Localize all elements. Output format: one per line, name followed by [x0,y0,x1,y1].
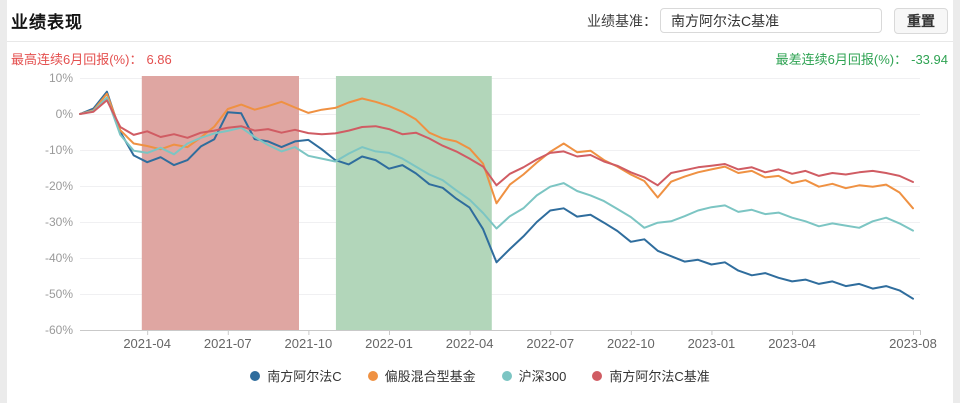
benchmark-label: 业绩基准： [587,12,657,29]
series-line-benchmark-nanfang-alpha-c [79,99,914,187]
x-axis-label: 2023-01 [688,336,736,351]
x-axis-label: 2023-04 [768,336,816,351]
legend-item-csi300[interactable]: 沪深300 [501,366,567,385]
y-axis-label: -10% [45,143,73,157]
highlight-red-band [141,76,299,330]
page-title: 业绩表现 [11,13,83,32]
best-6m-return-label: 最高连续6月回报(%)： [11,51,143,67]
y-axis-label: -50% [45,287,73,301]
legend-label: 南方阿尔法C [267,369,342,384]
worst-6m-return-value: -33.94 [911,51,948,67]
x-axis-label: 2022-10 [607,336,655,351]
legend-dot-benchmark-nanfang-alpha-c [592,370,603,381]
x-axis-label: 2021-10 [285,336,333,351]
chart-legend: 南方阿尔法C 偏股混合型基金 沪深300 南方阿尔法C基准 [7,366,953,385]
performance-panel: 业绩表现 业绩基准： 重置 最高连续6月回报(%)：6.86 最差连续6月回报(… [7,0,953,403]
y-axis-label: -30% [45,215,73,229]
y-axis-label: -20% [45,179,73,193]
worst-6m-return: 最差连续6月回报(%)： -33.94 [776,49,948,68]
y-axis-label: 10% [49,71,73,85]
x-axis-label: 2022-04 [446,336,494,351]
y-axis-label: 0% [56,107,74,121]
x-axis-label: 2022-01 [365,336,413,351]
x-axis-label: 2022-07 [526,336,574,351]
panel-header: 业绩表现 业绩基准： 重置 [7,0,953,42]
x-axis-label: 2021-07 [204,336,252,351]
series-line-hybrid-equity-fund-index [79,92,914,210]
series-line-csi300 [79,96,914,232]
legend-label: 沪深300 [518,369,567,384]
highlight-green-band [335,76,492,330]
legend-item-benchmark-nanfang-alpha-c[interactable]: 南方阿尔法C基准 [592,366,710,385]
legend-dot-nanfang-alpha-c [250,370,261,381]
best-6m-return-value: 6.86 [146,51,172,67]
legend-item-nanfang-alpha-c[interactable]: 南方阿尔法C [250,366,342,385]
legend-dot-csi300 [501,370,512,381]
y-axis-label: -40% [45,251,73,265]
worst-6m-return-label: 最差连续6月回报(%)： [775,51,908,67]
legend-label: 偏股混合型基金 [384,369,476,384]
benchmark-input[interactable] [660,8,882,33]
performance-chart[interactable]: 10% 0% -10% -20% -30% -40% -50% -60% 2021-04 2021… [7,67,953,361]
reset-button[interactable]: 重置 [894,7,948,34]
legend-item-hybrid-equity-fund-index[interactable]: 偏股混合型基金 [367,366,476,385]
return-stats-row: 最高连续6月回报(%)： 6.86 最差连续6月回报(%)： -33.94 [7,49,953,67]
best-6m-return: 最高连续6月回报(%)： 6.86 [11,49,172,68]
x-axis-label: 2021-04 [123,336,171,351]
legend-label: 南方阿尔法C基准 [609,369,710,384]
legend-dot-hybrid-equity-fund-index [367,370,378,381]
x-axis-label: 2023-08 [889,336,937,351]
y-axis-label: -60% [45,323,73,337]
benchmark-controls: 业绩基准： 重置 [587,7,948,34]
